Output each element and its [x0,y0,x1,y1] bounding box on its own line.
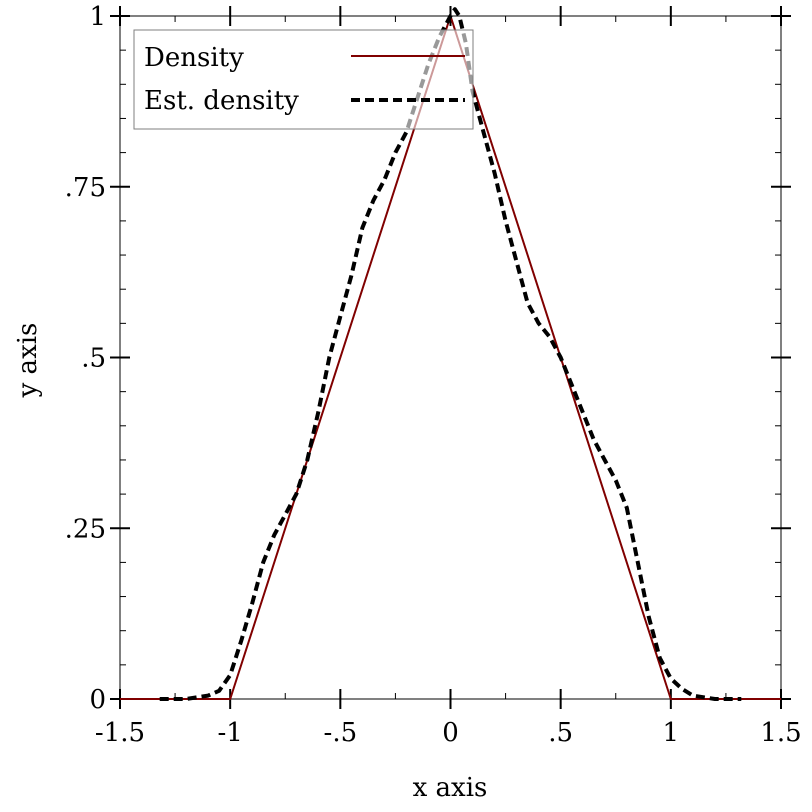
minor-ticks [120,16,781,699]
x-tick-label: -.5 [324,718,358,748]
tick-labels: -1.5 -1 -.5 0 .5 1 1.5 0 .25 .5 .75 1 [65,2,802,748]
y-tick-label: .5 [81,344,106,374]
y-tick-label: 1 [89,2,106,32]
x-axis-label: x axis [413,773,488,803]
y-tick-label: .75 [65,173,106,203]
x-tick-label: -1 [218,718,243,748]
legend-label-density: Density [144,43,244,73]
y-axis-label: y axis [13,323,43,399]
series-layer [120,7,781,701]
x-tick-label: -1.5 [95,718,145,748]
x-tick-label: 0 [442,718,459,748]
x-tick-label: 1.5 [760,718,801,748]
legend-box [133,29,474,130]
series-line-est-density [159,7,742,701]
legend: Density Est. density [133,29,474,130]
x-tick-label: .5 [548,718,573,748]
x-tick-label: 1 [663,718,680,748]
y-tick-label: 0 [89,685,106,715]
legend-label-est-density: Est. density [144,86,299,116]
y-tick-label: .25 [65,514,106,544]
